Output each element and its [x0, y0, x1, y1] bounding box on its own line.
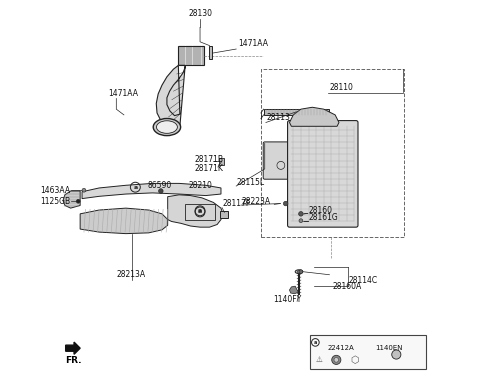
Polygon shape: [82, 183, 221, 199]
Circle shape: [299, 212, 303, 216]
Ellipse shape: [156, 121, 178, 133]
Text: 1140EN: 1140EN: [375, 345, 403, 351]
Text: 1140FY: 1140FY: [274, 295, 302, 304]
Text: a: a: [198, 209, 202, 214]
Text: 1463AA: 1463AA: [40, 186, 71, 195]
Circle shape: [299, 219, 303, 223]
Text: 28160: 28160: [309, 206, 333, 215]
Text: 22412A: 22412A: [327, 345, 354, 351]
Circle shape: [334, 358, 338, 362]
Text: FR.: FR.: [65, 356, 82, 365]
Bar: [261, 69, 404, 237]
Text: 1471AA: 1471AA: [238, 39, 268, 48]
Bar: [311, 335, 427, 369]
Circle shape: [332, 355, 341, 364]
Text: ○: ○: [275, 159, 285, 169]
Bar: [209, 46, 212, 58]
Circle shape: [392, 350, 401, 359]
FancyBboxPatch shape: [263, 142, 299, 179]
Text: 28130: 28130: [188, 9, 212, 18]
Ellipse shape: [153, 118, 180, 136]
Text: 28160A: 28160A: [332, 282, 361, 291]
Text: 28115L: 28115L: [236, 178, 264, 187]
Text: 28171K: 28171K: [194, 164, 223, 173]
Text: 1471AA: 1471AA: [108, 89, 139, 98]
Polygon shape: [289, 107, 339, 126]
Text: ⚠: ⚠: [315, 355, 322, 364]
Text: ⬡: ⬡: [350, 355, 359, 365]
Text: 28114C: 28114C: [349, 276, 378, 285]
Polygon shape: [66, 342, 80, 354]
Text: 28117F: 28117F: [223, 199, 251, 208]
Circle shape: [82, 188, 86, 192]
Polygon shape: [264, 109, 329, 115]
Text: 28210: 28210: [188, 181, 212, 190]
FancyBboxPatch shape: [288, 121, 358, 227]
Text: 28171B: 28171B: [194, 155, 223, 164]
Polygon shape: [168, 195, 223, 227]
Text: a: a: [133, 185, 137, 190]
Circle shape: [158, 189, 163, 193]
Bar: [185, 204, 215, 220]
Text: 28113: 28113: [267, 113, 290, 122]
Polygon shape: [289, 286, 298, 294]
Text: 28223A: 28223A: [242, 197, 271, 206]
Text: 86590: 86590: [148, 181, 172, 190]
Polygon shape: [63, 191, 80, 208]
Bar: [179, 45, 204, 65]
Text: 1125GB: 1125GB: [40, 197, 71, 206]
Text: 28213A: 28213A: [117, 270, 146, 279]
Circle shape: [299, 270, 303, 274]
Text: a: a: [313, 340, 317, 345]
Bar: [220, 211, 228, 219]
Ellipse shape: [295, 270, 303, 274]
Circle shape: [76, 199, 80, 203]
Circle shape: [283, 201, 288, 206]
Circle shape: [395, 353, 398, 356]
Polygon shape: [156, 65, 185, 128]
Text: a: a: [198, 208, 202, 213]
Circle shape: [298, 270, 300, 273]
Bar: [219, 157, 224, 165]
Text: 28110: 28110: [329, 83, 353, 92]
Text: 28161G: 28161G: [309, 213, 338, 222]
Polygon shape: [80, 208, 168, 234]
